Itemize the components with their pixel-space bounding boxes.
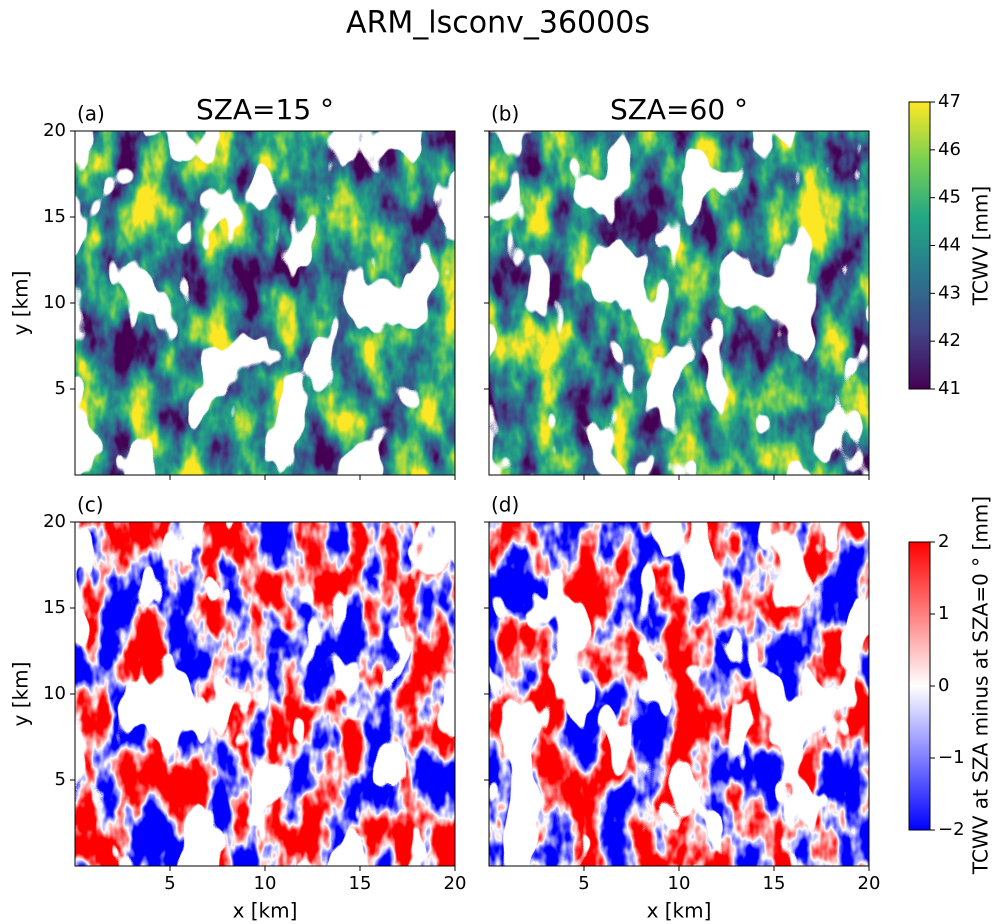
y-tick-label: 15 — [43, 597, 66, 618]
colorbar-tick-label: 42 — [938, 330, 961, 351]
y-tick-label: 5 — [55, 378, 66, 399]
x-tick-label: 10 — [668, 873, 691, 894]
panel-label: (d) — [491, 493, 519, 517]
x-tick-label: 5 — [164, 873, 175, 894]
colorbar-tick-label: 44 — [938, 235, 961, 256]
x-tick-label: 5 — [578, 873, 589, 894]
figure-title: ARM_lsconv_36000s — [346, 6, 650, 41]
panel-label: (b) — [491, 102, 519, 126]
colorbar — [908, 101, 931, 390]
panel-label: (a) — [77, 102, 105, 126]
x-tick-label: 15 — [349, 873, 372, 894]
colorbar-tick-label: 43 — [938, 282, 961, 303]
y-tick-label: 10 — [43, 683, 66, 704]
heatmap-image — [489, 131, 869, 475]
colorbar-tick-label: 0 — [938, 675, 949, 696]
y-tick-label: 15 — [43, 206, 66, 227]
panel-title: SZA=15 ° — [196, 93, 334, 126]
x-tick-label: 15 — [763, 873, 786, 894]
colorbar — [908, 541, 931, 831]
x-tick-label: 20 — [858, 873, 881, 894]
x-tick-label: 10 — [254, 873, 277, 894]
y-tick-label: 20 — [43, 120, 66, 141]
heatmap-image — [489, 522, 869, 866]
y-tick-label: 5 — [55, 769, 66, 790]
y-axis-label: y [km] — [9, 662, 33, 727]
colorbar-tick-label: −2 — [938, 819, 965, 840]
colorbar-tick-label: 45 — [938, 187, 961, 208]
panel-title: SZA=60 ° — [610, 93, 748, 126]
colorbar-tick-label: 47 — [938, 91, 961, 112]
panel-label: (c) — [77, 493, 104, 517]
x-axis-label: x [km] — [647, 899, 712, 923]
colorbar-tick-label: 2 — [938, 531, 949, 552]
x-tick-label: 20 — [444, 873, 467, 894]
y-tick-label: 10 — [43, 292, 66, 313]
colorbar-label: TCWV at SZA minus at SZA=0 ° [mm] — [969, 496, 993, 875]
colorbar-tick-label: −1 — [938, 747, 965, 768]
colorbar-label: TCWV [mm] — [969, 186, 993, 306]
colorbar-tick-label: 41 — [938, 378, 961, 399]
colorbar-tick-label: 46 — [938, 139, 961, 160]
y-tick-label: 20 — [43, 511, 66, 532]
heatmap-image — [75, 522, 455, 866]
colorbar-tick-label: 1 — [938, 603, 949, 624]
y-axis-label: y [km] — [9, 271, 33, 336]
heatmap-image — [75, 131, 455, 475]
x-axis-label: x [km] — [233, 899, 298, 923]
